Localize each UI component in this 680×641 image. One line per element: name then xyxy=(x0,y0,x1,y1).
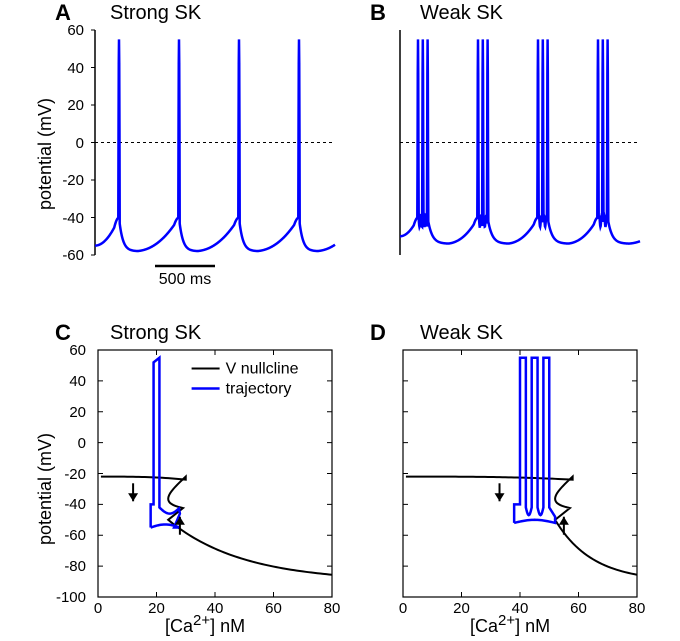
ytick: 40 xyxy=(52,60,84,77)
panel-a-plot xyxy=(90,25,340,260)
panel-b-label: B xyxy=(370,0,386,26)
panel-d-plot xyxy=(395,345,645,605)
ytick: -20 xyxy=(52,172,84,189)
ytick: -100 xyxy=(48,589,86,606)
ytick: -60 xyxy=(48,527,86,544)
xtick: 60 xyxy=(567,600,591,617)
ytick: -60 xyxy=(52,247,84,264)
panel-c-xlabel: [Ca2+] nM xyxy=(165,612,245,637)
panel-d-title: Weak SK xyxy=(420,322,503,345)
xtick: 0 xyxy=(391,600,415,617)
ytick: -40 xyxy=(52,210,84,227)
ytick: 0 xyxy=(48,435,86,452)
panel-a-ylabel: potential (mV) xyxy=(35,98,56,210)
svg-text:500 ms: 500 ms xyxy=(159,271,211,288)
panel-b-plot xyxy=(395,25,645,260)
ytick: -80 xyxy=(48,558,86,575)
xtick: 80 xyxy=(320,600,344,617)
xtick: 60 xyxy=(262,600,286,617)
xtick: 80 xyxy=(625,600,649,617)
panel-c-plot: V nullcline trajectory xyxy=(90,345,340,605)
panel-a-title: Strong SK xyxy=(110,2,201,25)
ytick: 20 xyxy=(52,97,84,114)
ytick: -40 xyxy=(48,496,86,513)
panel-d-label: D xyxy=(370,320,386,346)
panel-b-title: Weak SK xyxy=(420,2,503,25)
ytick: 60 xyxy=(52,22,84,39)
panel-a-scalebar: 500 ms xyxy=(90,260,340,295)
panel-c-title: Strong SK xyxy=(110,322,201,345)
ytick: 40 xyxy=(48,373,86,390)
svg-text:V nullcline: V nullcline xyxy=(226,361,299,378)
ytick: 60 xyxy=(48,342,86,359)
panel-d-xlabel: [Ca2+] nM xyxy=(470,612,550,637)
svg-text:trajectory: trajectory xyxy=(226,381,292,398)
figure: A Strong SK potential (mV) -60-40-200204… xyxy=(0,0,680,641)
xtick: 0 xyxy=(86,600,110,617)
ytick: -20 xyxy=(48,466,86,483)
ytick: 0 xyxy=(52,135,84,152)
ytick: 20 xyxy=(48,404,86,421)
